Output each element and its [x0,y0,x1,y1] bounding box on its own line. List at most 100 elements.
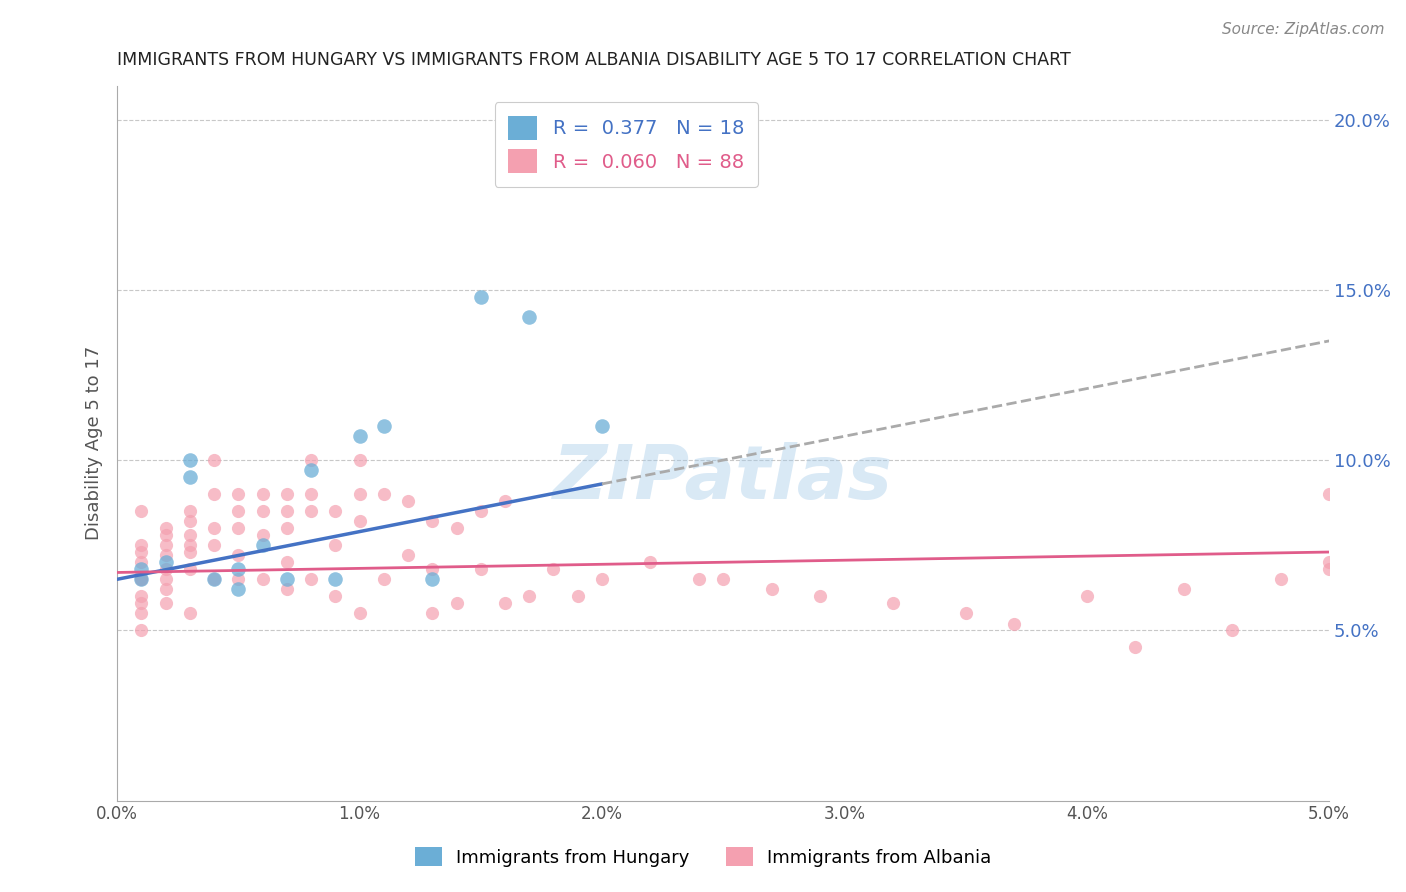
Point [373,419,395,434]
Point [131,545,153,559]
Point [349,607,371,621]
Point [349,429,371,443]
Point [567,590,589,604]
Point [131,504,153,518]
Point [179,528,201,542]
Point [808,590,831,604]
Point [228,562,250,576]
Point [299,504,322,518]
Point [396,494,419,508]
Text: IMMIGRANTS FROM HUNGARY VS IMMIGRANTS FROM ALBANIA DISABILITY AGE 5 TO 17 CORREL: IMMIGRANTS FROM HUNGARY VS IMMIGRANTS FR… [117,51,1071,69]
Point [252,528,274,542]
Point [543,562,565,576]
Point [131,590,153,604]
Text: Source: ZipAtlas.com: Source: ZipAtlas.com [1222,22,1385,37]
Point [276,572,298,586]
Point [396,549,419,563]
Point [131,607,153,621]
Point [1173,582,1195,597]
Point [1002,616,1025,631]
Point [202,572,225,586]
Point [202,572,225,586]
Point [155,582,177,597]
Point [155,549,177,563]
Legend: Immigrants from Hungary, Immigrants from Albania: Immigrants from Hungary, Immigrants from… [408,840,998,874]
Point [373,572,395,586]
Point [955,607,977,621]
Text: ZIPatlas: ZIPatlas [553,442,893,516]
Point [131,572,153,586]
Point [299,487,322,501]
Point [276,521,298,535]
Point [155,555,177,569]
Point [1317,562,1340,576]
Point [349,487,371,501]
Point [131,572,153,586]
Point [494,596,516,610]
Point [640,555,662,569]
Point [252,487,274,501]
Y-axis label: Disability Age 5 to 17: Disability Age 5 to 17 [86,346,103,541]
Point [1076,590,1098,604]
Point [155,562,177,576]
Point [155,596,177,610]
Point [252,572,274,586]
Point [517,590,540,604]
Point [179,470,201,484]
Point [202,538,225,552]
Point [591,572,613,586]
Point [420,607,443,621]
Point [179,545,201,559]
Point [202,453,225,467]
Point [882,596,904,610]
Point [179,538,201,552]
Point [131,572,153,586]
Point [517,310,540,324]
Point [131,538,153,552]
Point [276,504,298,518]
Point [179,562,201,576]
Point [131,596,153,610]
Legend: R =  0.377   N = 18, R =  0.060   N = 88: R = 0.377 N = 18, R = 0.060 N = 88 [495,103,758,186]
Point [1123,640,1146,655]
Point [155,528,177,542]
Point [1270,572,1292,586]
Point [228,504,250,518]
Point [131,624,153,638]
Point [179,504,201,518]
Point [131,562,153,576]
Point [1220,624,1243,638]
Point [446,521,468,535]
Point [420,572,443,586]
Point [711,572,734,586]
Point [155,521,177,535]
Point [276,582,298,597]
Point [299,572,322,586]
Point [252,504,274,518]
Point [470,504,492,518]
Point [179,453,201,467]
Point [228,487,250,501]
Point [420,515,443,529]
Point [325,590,347,604]
Point [349,453,371,467]
Point [325,538,347,552]
Point [688,572,710,586]
Point [228,582,250,597]
Point [276,555,298,569]
Point [470,562,492,576]
Point [761,582,783,597]
Point [470,290,492,304]
Point [325,504,347,518]
Point [373,487,395,501]
Point [179,515,201,529]
Point [1317,555,1340,569]
Point [155,538,177,552]
Point [325,572,347,586]
Point [228,549,250,563]
Point [131,555,153,569]
Point [228,521,250,535]
Point [179,607,201,621]
Point [276,487,298,501]
Point [591,419,613,434]
